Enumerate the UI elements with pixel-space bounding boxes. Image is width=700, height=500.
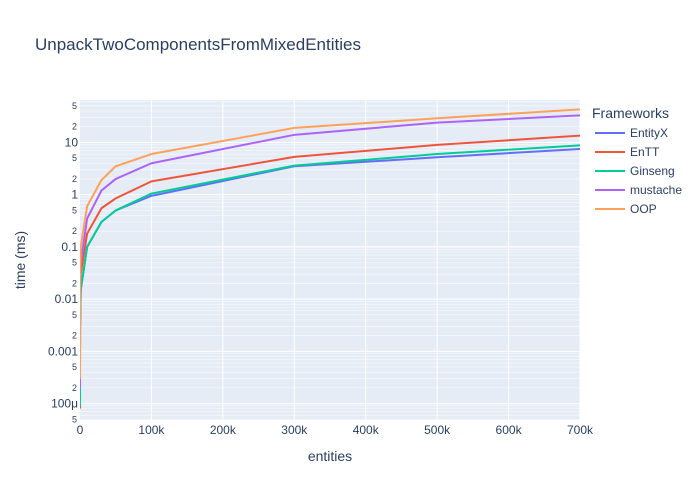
x-tick-label: 0 — [77, 423, 84, 437]
legend-item-mustache[interactable]: mustache — [595, 183, 682, 197]
series-layer — [80, 108, 580, 409]
x-tick-label: 100k — [138, 423, 165, 437]
x-tick-label: 200k — [210, 423, 237, 437]
y-tick-label: 0.1 — [61, 240, 78, 254]
legend-label: mustache — [630, 183, 682, 197]
y-minor-tick-label: 2 — [72, 278, 77, 288]
y-minor-tick-label: 2 — [72, 122, 77, 132]
series-line-oop[interactable] — [80, 108, 580, 379]
y-minor-tick-label: 2 — [72, 226, 77, 236]
y-minor-tick-label: 2 — [72, 174, 77, 184]
y-minor-tick-label: 5 — [72, 258, 77, 268]
legend-item-ginseng[interactable]: Ginseng — [595, 164, 675, 178]
y-minor-tick-label: 5 — [72, 153, 77, 163]
y-minor-tick-label: 2 — [72, 331, 77, 341]
x-axis-title: entities — [308, 448, 352, 464]
chart-title: UnpackTwoComponentsFromMixedEntities — [35, 35, 361, 54]
legend-label: EntityX — [630, 126, 668, 140]
legend-title: Frameworks — [592, 105, 669, 121]
x-tick-label: 600k — [496, 423, 523, 437]
legend-label: OOP — [630, 202, 657, 216]
legend-label: Ginseng — [630, 164, 675, 178]
y-minor-tick-label: 5 — [72, 101, 77, 111]
y-minor-tick-label: 5 — [72, 310, 77, 320]
x-tick-labels: 0 100k 200k 300k 400k 500k 600k 700k — [77, 423, 594, 437]
y-minor-tick-label: 5 — [72, 414, 77, 424]
y-minor-tick-label: 2 — [72, 383, 77, 393]
legend-item-entityx[interactable]: EntityX — [595, 126, 668, 140]
x-tick-label: 400k — [353, 423, 380, 437]
y-tick-label: 0.001 — [48, 344, 78, 358]
y-tick-label: 100μ — [51, 397, 78, 411]
legend-label: EnTT — [630, 145, 660, 159]
x-tick-label: 700k — [567, 423, 594, 437]
y-tick-label: 10 — [65, 135, 79, 149]
legend-item-oop[interactable]: OOP — [595, 202, 657, 216]
y-tick-label: 1 — [71, 188, 78, 202]
y-minor-tick-label: 5 — [72, 205, 77, 215]
x-tick-label: 500k — [424, 423, 451, 437]
y-tick-labels: 5 2 5 2 5 2 5 2 5 2 5 2 5 100μ 0.001 0.01 0.1 1 10 — [48, 101, 78, 424]
y-minor-tick-label: 5 — [72, 362, 77, 372]
y-tick-label: 0.01 — [55, 292, 79, 306]
legend-item-entt[interactable]: EnTT — [595, 145, 660, 159]
y-axis-title: time (ms) — [12, 231, 28, 289]
x-tick-label: 300k — [281, 423, 308, 437]
legend: Frameworks EntityX EnTT Ginseng mustache OOP — [592, 105, 682, 216]
